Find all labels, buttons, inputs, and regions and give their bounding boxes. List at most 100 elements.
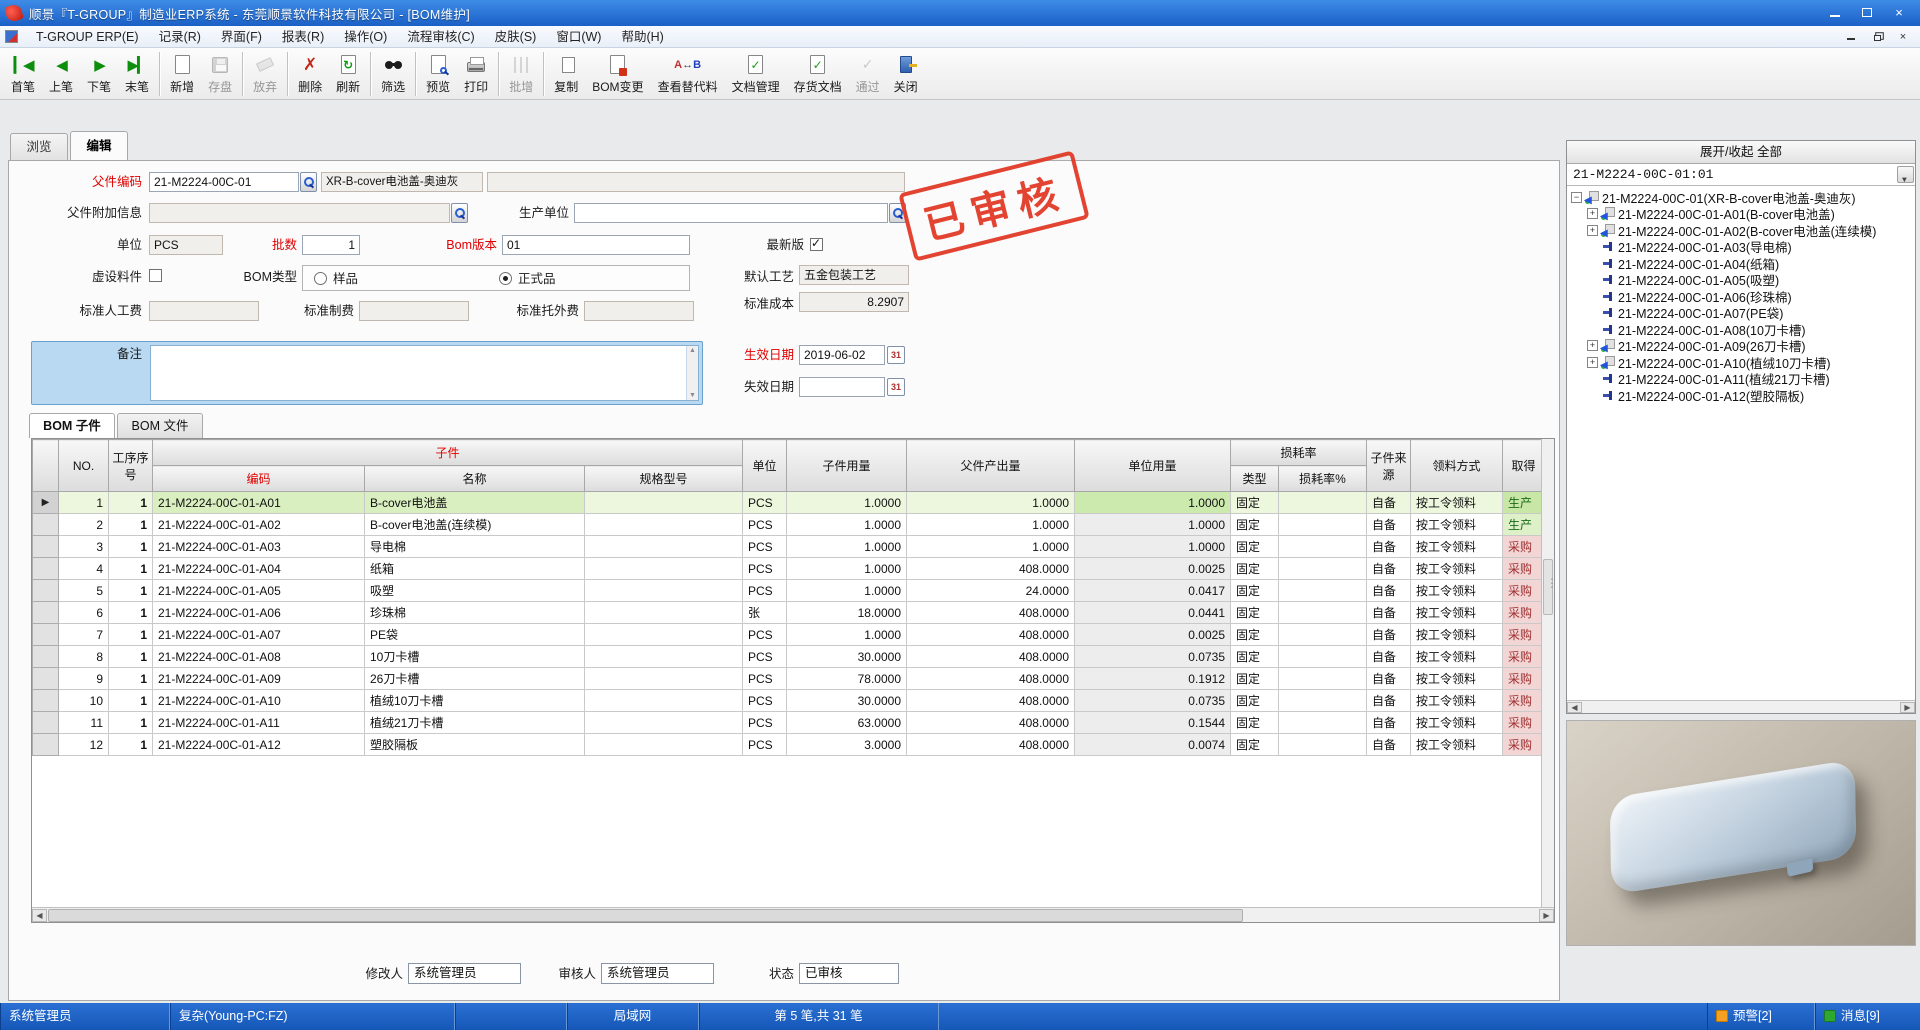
cell-name[interactable]: 珍珠棉 [364, 601, 585, 624]
cell-code[interactable]: 21-M2224-00C-01-A04 [152, 557, 365, 580]
cell-loss-rate[interactable] [1277, 623, 1368, 646]
row-selector-cell[interactable] [32, 601, 59, 624]
table-horizontal-scrollbar[interactable]: ◀ ▶ [32, 907, 1554, 922]
cell-pick[interactable]: 按工令领料 [1410, 557, 1504, 580]
cell-loss-type[interactable]: 固定 [1230, 711, 1279, 734]
col-pick[interactable]: 领料方式 [1410, 439, 1504, 492]
cell-pick[interactable]: 按工令领料 [1410, 667, 1504, 690]
menu-item-6[interactable]: 皮肤(S) [494, 29, 537, 44]
menu-item-8[interactable]: 帮助(H) [621, 29, 664, 44]
tree-item[interactable]: 21-M2224-00C-01-A08(10刀卡槽) [1567, 321, 1915, 338]
cell-unit[interactable]: PCS [742, 557, 787, 580]
cell-acq[interactable]: 采购 [1502, 667, 1543, 690]
mdi-restore-button[interactable] [1866, 29, 1888, 45]
cell-out[interactable]: 408.0000 [906, 711, 1075, 734]
cell-name[interactable]: 植绒10刀卡槽 [364, 689, 585, 712]
tree-item[interactable]: 21-M2224-00C-01-A03(导电棉) [1567, 239, 1915, 255]
row-selector-cell[interactable] [32, 645, 59, 668]
cell-uqty[interactable]: 0.0025 [1074, 623, 1231, 646]
cell-pick[interactable]: 按工令领料 [1410, 579, 1504, 602]
col-spec[interactable]: 规格型号 [584, 465, 743, 492]
cell-no[interactable]: 10 [58, 689, 109, 712]
tree-item[interactable]: 21-M2224-00C-01-A05(吸塑) [1567, 272, 1915, 288]
cell-no[interactable]: 11 [58, 711, 109, 734]
cell-out[interactable]: 1.0000 [906, 535, 1075, 558]
cell-uqty[interactable]: 1.0000 [1074, 491, 1231, 514]
cell-acq[interactable]: 采购 [1502, 557, 1543, 580]
cell-uqty[interactable]: 0.1544 [1074, 711, 1231, 734]
cell-unit[interactable]: PCS [742, 623, 787, 646]
cell-acq[interactable]: 采购 [1502, 535, 1543, 558]
status-alerts[interactable]: 预警[2] [1707, 1003, 1815, 1030]
cell-seq[interactable]: 1 [108, 733, 153, 756]
col-qty[interactable]: 子件用量 [786, 439, 907, 492]
virtual-part-checkbox[interactable] [149, 269, 162, 282]
menu-item-4[interactable]: 操作(O) [344, 29, 388, 44]
toolbar-copy-button[interactable]: 复制 [547, 50, 585, 98]
cell-unit[interactable]: PCS [742, 491, 787, 514]
status-messages[interactable]: 消息[9] [1815, 1003, 1920, 1030]
cell-spec[interactable] [584, 623, 743, 646]
table-row[interactable]: 10 1 21-M2224-00C-01-A10 植绒10刀卡槽 PCS 30.0000 4… [32, 689, 1543, 712]
tree-item[interactable]: +21-M2224-00C-01-A01(B-cover电池盖) [1567, 206, 1915, 222]
toolbar-delete-button[interactable]: ✗ 删除 [291, 50, 329, 98]
row-selector-cell[interactable] [32, 513, 59, 536]
parent-code-field[interactable]: 21-M2224-00C-01 [149, 172, 299, 192]
cell-code[interactable]: 21-M2224-00C-01-A02 [152, 513, 365, 536]
cell-src[interactable]: 自备 [1366, 689, 1412, 712]
cell-qty[interactable]: 1.0000 [786, 579, 907, 602]
col-loss-rate[interactable]: 损耗率% [1277, 465, 1368, 492]
cell-loss-type[interactable]: 固定 [1230, 557, 1279, 580]
close-button[interactable]: × [1884, 2, 1914, 23]
toolbar-refresh-button[interactable]: ↻ 刷新 [329, 50, 367, 98]
cell-code[interactable]: 21-M2224-00C-01-A10 [152, 689, 365, 712]
cell-seq[interactable]: 1 [108, 667, 153, 690]
cell-no[interactable]: 12 [58, 733, 109, 756]
col-seq[interactable]: 工序序号 [108, 439, 153, 492]
cell-seq[interactable]: 1 [108, 645, 153, 668]
cell-name[interactable]: 吸塑 [364, 579, 585, 602]
minimize-button[interactable] [1820, 2, 1850, 23]
toolbar-first-record-button[interactable]: ▎◀ 首笔 [4, 50, 42, 98]
cell-name[interactable]: 26刀卡槽 [364, 667, 585, 690]
cell-src[interactable]: 自备 [1366, 601, 1412, 624]
bom-tab-BOM 文件[interactable]: BOM 文件 [117, 413, 203, 438]
cell-pick[interactable]: 按工令领料 [1410, 491, 1504, 514]
table-row[interactable]: 3 1 21-M2224-00C-01-A03 导电棉 PCS 1.0000 1.0000 1… [32, 535, 1543, 558]
cell-name[interactable]: 纸箱 [364, 557, 585, 580]
cell-qty[interactable]: 30.0000 [786, 645, 907, 668]
expire-date-calendar-button[interactable]: 31 [887, 378, 905, 396]
table-row[interactable]: 9 1 21-M2224-00C-01-A09 26刀卡槽 PCS 78.0000 408.… [32, 667, 1543, 690]
cell-no[interactable]: 3 [58, 535, 109, 558]
cell-name[interactable]: B-cover电池盖(连续模) [364, 513, 585, 536]
cell-uqty[interactable]: 0.0074 [1074, 733, 1231, 756]
cell-acq[interactable]: 采购 [1502, 689, 1543, 712]
cell-loss-type[interactable]: 固定 [1230, 513, 1279, 536]
row-selector-cell[interactable] [32, 711, 59, 734]
col-no[interactable]: NO. [58, 439, 109, 492]
cell-out[interactable]: 1.0000 [906, 513, 1075, 536]
cell-code[interactable]: 21-M2224-00C-01-A01 [152, 491, 365, 514]
cell-code[interactable]: 21-M2224-00C-01-A11 [152, 711, 365, 734]
cell-no[interactable]: 5 [58, 579, 109, 602]
menu-item-5[interactable]: 流程审核(C) [407, 29, 475, 44]
menu-item-1[interactable]: 记录(R) [158, 29, 201, 44]
expand-collapse-all-button[interactable]: 展开/收起 全部 [1567, 141, 1915, 164]
parent-code-lookup-button[interactable] [300, 172, 317, 192]
toolbar-print-button[interactable]: 打印 [457, 50, 495, 98]
table-row[interactable]: 11 1 21-M2224-00C-01-A11 植绒21刀卡槽 PCS 63.0000 4… [32, 711, 1543, 734]
toolbar-bom-change-button[interactable]: BOM变更 [585, 50, 650, 98]
cell-acq[interactable]: 采购 [1502, 623, 1543, 646]
cell-loss-rate[interactable] [1277, 535, 1368, 558]
table-row[interactable]: 4 1 21-M2224-00C-01-A04 纸箱 PCS 1.0000 408.0000… [32, 557, 1543, 580]
col-src[interactable]: 子件来源 [1366, 439, 1412, 492]
cell-uqty[interactable]: 0.0025 [1074, 557, 1231, 580]
cell-uqty[interactable]: 0.1912 [1074, 667, 1231, 690]
toolbar-next-record-button[interactable]: ▶ 下笔 [80, 50, 118, 98]
cell-no[interactable]: 1 [58, 491, 109, 514]
bom-type-formal-radio[interactable] [499, 272, 512, 285]
view-tab-编辑[interactable]: 编辑 [70, 131, 128, 160]
cell-spec[interactable] [584, 733, 743, 756]
cell-qty[interactable]: 63.0000 [786, 711, 907, 734]
cell-seq[interactable]: 1 [108, 689, 153, 712]
